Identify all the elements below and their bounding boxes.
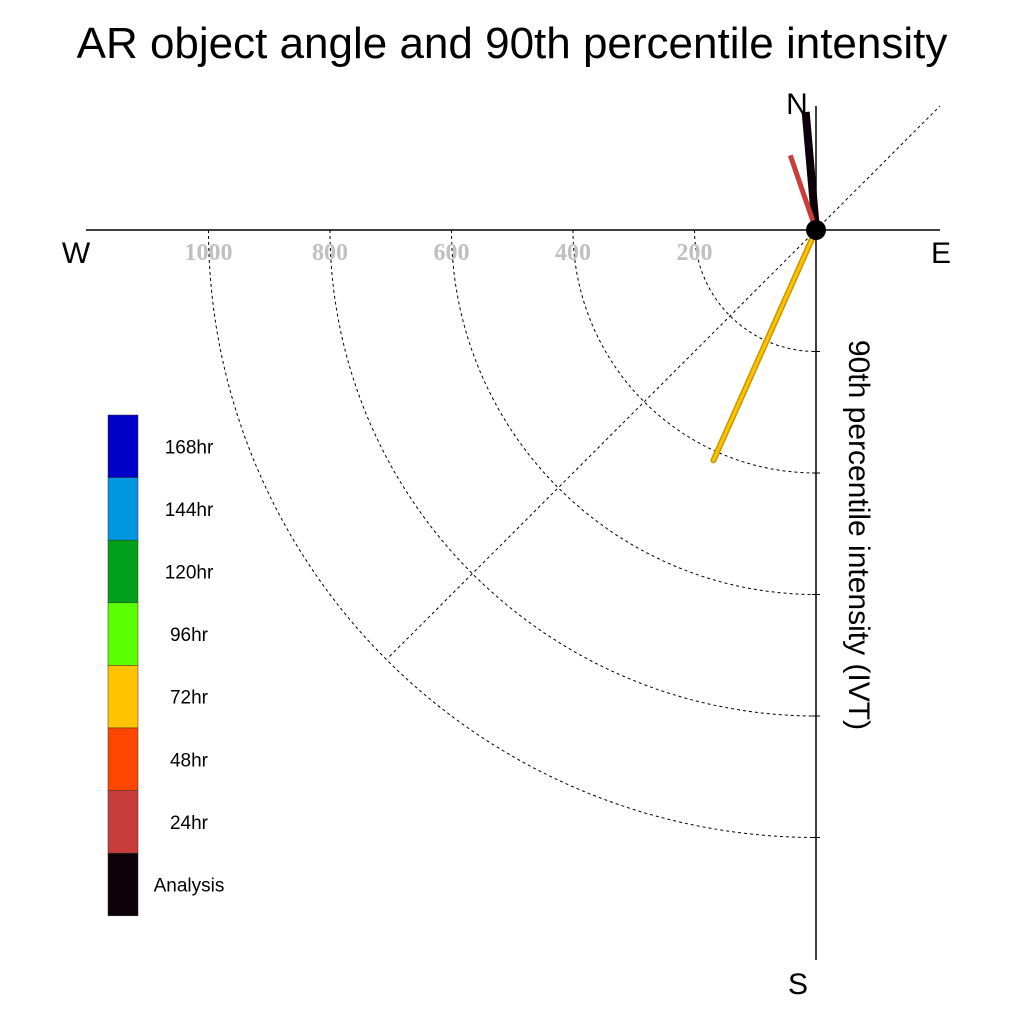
tick-label-200: 200 — [677, 240, 713, 266]
vector-72hr — [711, 228, 818, 462]
ring-200 — [694, 229, 817, 352]
legend-label-72hr: 72hr — [170, 688, 209, 709]
legend-label-144hr: 144hr — [165, 500, 214, 521]
legend-swatch-120hr — [107, 539, 139, 604]
tick-label-800: 800 — [312, 240, 348, 266]
legend-label-analysis: Analysis — [154, 876, 225, 897]
south-label: S — [788, 968, 808, 1001]
ring-400 — [572, 229, 817, 474]
east-label: E — [931, 237, 951, 270]
west-label: W — [62, 237, 91, 270]
legend-label-120hr: 120hr — [165, 563, 214, 584]
origin-marker — [806, 220, 826, 240]
legend: 168hr 144hr 120hr 96hr 72hr 48hr 24hr Analysis — [107, 414, 225, 917]
ring-600 — [451, 229, 817, 595]
legend-label-168hr: 168hr — [165, 437, 214, 458]
diagonal-gridline-ne — [815, 105, 941, 231]
legend-swatch-96hr — [107, 602, 139, 666]
legend-swatch-24hr — [107, 790, 139, 854]
vector-analysis — [801, 111, 820, 231]
ring-1000 — [208, 229, 817, 838]
legend-swatch-72hr — [107, 665, 139, 729]
legend-swatch-analysis — [107, 852, 139, 917]
diagonal-gridline-sw — [387, 229, 817, 659]
tick-label-1000: 1000 — [185, 240, 233, 266]
legend-label-96hr: 96hr — [170, 625, 209, 646]
legend-label-48hr: 48hr — [170, 750, 209, 771]
legend-swatch-144hr — [107, 477, 139, 541]
legend-swatch-168hr — [107, 414, 139, 478]
vector-series — [710, 111, 820, 464]
vector-24hr — [787, 154, 819, 231]
radial-tick-labels: 200 400 600 800 1000 — [185, 240, 713, 266]
legend-label-24hr: 24hr — [170, 813, 209, 834]
ring-800 — [329, 229, 817, 717]
y-axis-label: 90th percentile intensity (IVT) — [842, 340, 875, 730]
tick-label-600: 600 — [434, 240, 470, 266]
tick-label-400: 400 — [555, 240, 591, 266]
legend-swatch-48hr — [107, 727, 139, 791]
chart-title: AR object angle and 90th percentile inte… — [77, 19, 948, 68]
radial-gridlines — [208, 229, 820, 838]
